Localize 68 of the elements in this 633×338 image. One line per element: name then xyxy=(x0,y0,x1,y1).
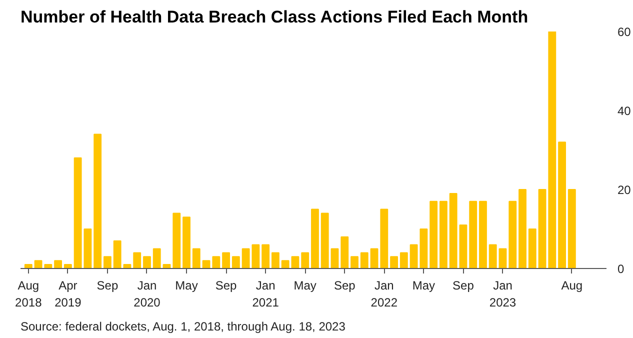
x-tick-label: Sep xyxy=(452,278,474,292)
bar xyxy=(330,248,339,268)
bar xyxy=(370,248,378,268)
bar xyxy=(133,252,142,268)
bar xyxy=(459,224,468,268)
x-tick-label: May xyxy=(412,278,436,292)
bar xyxy=(143,256,151,268)
bar xyxy=(104,256,112,268)
bar xyxy=(291,256,300,268)
y-tick-label: 0 xyxy=(618,262,624,276)
bar xyxy=(488,244,497,268)
bar xyxy=(568,189,576,268)
x-tick-label: Jan 2020 xyxy=(134,278,161,310)
x-tick-label: Jan 2022 xyxy=(370,278,398,310)
bar xyxy=(94,134,102,268)
bar xyxy=(439,200,448,268)
bar xyxy=(54,260,62,268)
bar xyxy=(558,142,566,268)
source-note: Source: federal dockets, Aug. 1, 2018, through Aug. 18, 2023 xyxy=(20,320,346,334)
bar xyxy=(518,189,526,268)
bar xyxy=(44,264,52,268)
bar xyxy=(271,252,280,268)
bar xyxy=(498,248,507,268)
bar xyxy=(469,200,478,268)
bar xyxy=(222,252,230,268)
bar xyxy=(64,264,72,268)
x-tick-label: May xyxy=(294,278,316,292)
x-tick-label: Aug 2018 xyxy=(15,278,42,310)
y-tick-label: 60 xyxy=(618,25,632,39)
bar xyxy=(430,200,438,268)
bar xyxy=(172,212,181,268)
x-tick-label: Sep xyxy=(96,278,118,292)
x-tick-label: Jan 2021 xyxy=(252,278,280,310)
x-tick-label: Sep xyxy=(215,278,238,292)
bar xyxy=(232,256,240,268)
bar xyxy=(508,200,517,268)
bar xyxy=(212,256,220,268)
bar xyxy=(360,252,368,268)
y-tick-label: 40 xyxy=(618,104,632,118)
bar xyxy=(281,260,290,268)
bar xyxy=(262,244,270,268)
bar xyxy=(192,248,200,268)
bar xyxy=(390,256,398,268)
bar xyxy=(340,236,349,268)
bar xyxy=(113,240,122,268)
bar xyxy=(479,200,487,268)
y-tick-label: 20 xyxy=(618,183,632,197)
bar xyxy=(538,189,546,268)
bar xyxy=(152,248,161,268)
bar xyxy=(380,208,388,268)
bar xyxy=(34,260,42,268)
x-tick-label: Jan 2023 xyxy=(489,278,516,310)
bar xyxy=(400,252,408,268)
bar xyxy=(182,216,190,268)
bar xyxy=(301,252,310,268)
bar xyxy=(528,228,536,268)
x-tick-label: Aug xyxy=(561,278,583,292)
x-tick-label: Sep xyxy=(334,278,356,292)
chart-title: Number of Health Data Breach Class Actions Filed Each Month xyxy=(20,8,528,26)
bar xyxy=(320,212,329,268)
bar xyxy=(350,256,358,268)
bar xyxy=(449,192,458,268)
bar xyxy=(202,260,210,268)
x-tick-label: Apr 2019 xyxy=(54,278,82,310)
bar xyxy=(24,264,32,268)
x-tick-label: May xyxy=(175,278,198,292)
bar xyxy=(548,32,556,268)
bar xyxy=(311,208,319,268)
